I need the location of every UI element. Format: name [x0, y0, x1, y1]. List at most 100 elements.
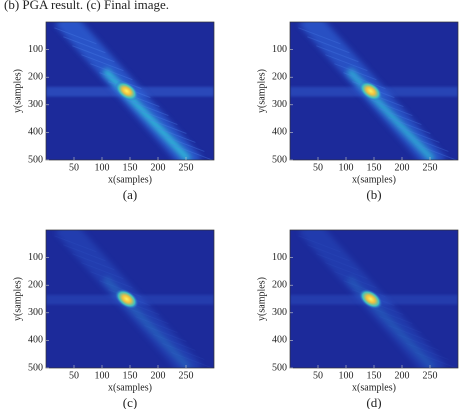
x-tick-label: 100 — [95, 370, 110, 381]
streak-ripple — [90, 271, 133, 289]
image-content — [290, 22, 458, 160]
y-tick-label: 300 — [272, 99, 287, 110]
streak-ripple — [370, 99, 413, 117]
streak-ripple — [171, 143, 214, 160]
y-axis-label: y(samples) — [12, 277, 23, 321]
x-tick-label: 150 — [123, 370, 138, 381]
y-tick-label: 100 — [272, 44, 287, 55]
streak-ripple — [334, 271, 377, 289]
x-tick-label: 250 — [179, 370, 194, 381]
y-tick-label: 300 — [272, 307, 287, 318]
streak-ripple — [63, 244, 106, 262]
streak-ripple — [144, 117, 187, 134]
x-tick-label: 100 — [95, 162, 110, 173]
x-tick-label: 100 — [339, 162, 354, 173]
streak-ripple — [144, 325, 187, 342]
y-tick-label: 200 — [272, 279, 287, 290]
panel: 100 200 300 400 500 50 100 150 200 250 x(samples) y… — [12, 229, 215, 409]
streak-ripple — [388, 117, 431, 134]
streak-ripple — [316, 45, 359, 63]
streak-ripple — [54, 27, 97, 45]
streak-ripple — [307, 36, 350, 54]
x-tick-label: 200 — [395, 370, 410, 381]
panel: 100 200 300 400 500 50 100 150 200 250 x(samples) y… — [256, 229, 459, 409]
y-tick-label: 400 — [28, 127, 43, 138]
panel: 100 200 300 400 500 50 100 150 200 250 x(samples) y… — [256, 21, 459, 202]
streak-ripple — [316, 253, 359, 271]
x-tick-label: 250 — [423, 162, 438, 173]
y-tick-label: 100 — [28, 44, 43, 55]
y-tick-label: 500 — [28, 154, 43, 165]
y-tick-label: 300 — [28, 99, 43, 110]
x-tick-label: 50 — [69, 162, 79, 173]
top-caption: (b) PGA result. (c) Final image. — [4, 0, 169, 12]
panel: 100 200 300 400 500 50 100 150 200 250 x(samples) y… — [12, 21, 215, 202]
streak-ripple — [343, 72, 386, 90]
x-tick-label: 50 — [313, 162, 323, 173]
streak-ripple — [153, 334, 196, 351]
y-tick-label: 500 — [272, 154, 287, 165]
streak-ripple — [406, 342, 449, 360]
y-tick-label: 400 — [272, 127, 287, 138]
streak-ripple — [298, 27, 341, 45]
hot-spot — [359, 289, 383, 309]
streak-ripple — [126, 307, 169, 325]
x-tick-label: 200 — [151, 370, 166, 381]
image-content — [46, 230, 214, 368]
panel-caption: (a) — [123, 187, 137, 202]
y-tick-label: 100 — [272, 252, 287, 263]
streak-ripple — [162, 342, 205, 360]
streak-ripple — [126, 99, 169, 117]
hot-spot — [115, 289, 139, 309]
streak-ripple — [343, 280, 386, 298]
y-tick-label: 100 — [28, 252, 43, 263]
panel-caption: (c) — [123, 395, 137, 409]
streak-ripple — [54, 235, 97, 253]
x-axis-label: x(samples) — [352, 174, 396, 185]
x-tick-label: 150 — [367, 370, 382, 381]
streak-ripple — [307, 244, 350, 262]
panel-caption: (b) — [366, 187, 381, 202]
streak-ripple — [379, 316, 422, 333]
streak-ripple — [72, 253, 115, 271]
y-tick-label: 200 — [28, 71, 43, 82]
hot-spot — [359, 81, 383, 101]
x-axis-label: x(samples) — [352, 382, 396, 393]
streak-ripple — [397, 334, 440, 351]
streak-ripple — [325, 262, 368, 280]
streak-ripple — [298, 235, 341, 253]
streak-ripple — [81, 54, 124, 72]
x-tick-label: 50 — [69, 370, 79, 381]
y-tick-label: 500 — [272, 362, 287, 373]
streak-ripple — [63, 36, 106, 54]
x-tick-label: 200 — [151, 162, 166, 173]
hot-spot — [115, 81, 139, 101]
streak-ripple — [325, 54, 368, 72]
streak-ripple — [171, 351, 214, 368]
x-tick-label: 250 — [179, 162, 194, 173]
streak-ripple — [406, 134, 449, 152]
x-tick-label: 50 — [313, 370, 323, 381]
x-tick-label: 150 — [123, 162, 138, 173]
streak-ripple — [135, 108, 178, 125]
streak-ripple — [90, 63, 133, 81]
streak-ripple — [415, 143, 458, 160]
y-axis-label: y(samples) — [12, 69, 23, 113]
image-content — [46, 22, 214, 160]
streak-ripple — [388, 325, 431, 342]
y-tick-label: 300 — [28, 307, 43, 318]
panel-caption: (d) — [366, 395, 381, 409]
y-tick-label: 200 — [28, 279, 43, 290]
streak-ripple — [162, 134, 205, 152]
y-axis-label: y(samples) — [256, 69, 267, 113]
x-tick-label: 150 — [367, 162, 382, 173]
y-tick-label: 200 — [272, 71, 287, 82]
y-tick-label: 400 — [272, 335, 287, 346]
streak-ripple — [334, 63, 377, 81]
streak-ripple — [99, 72, 142, 90]
streak-ripple — [135, 316, 178, 333]
streak-ripple — [99, 280, 142, 298]
x-tick-label: 100 — [339, 370, 354, 381]
x-tick-label: 250 — [423, 370, 438, 381]
